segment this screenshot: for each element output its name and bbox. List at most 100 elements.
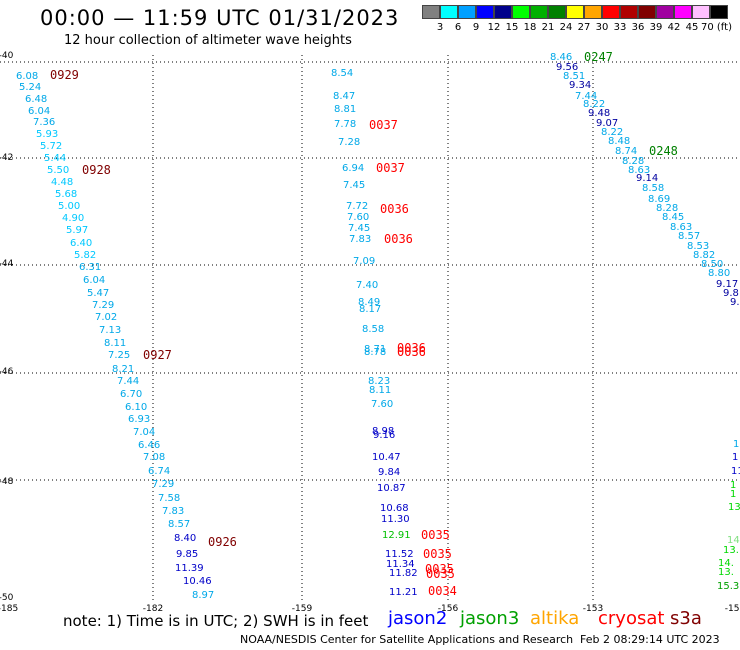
- color-swatch: [422, 5, 440, 19]
- wave-height-value: 11.21: [389, 587, 418, 598]
- wave-height-value: 9.84: [378, 467, 400, 478]
- longitude-label: -185: [0, 604, 18, 614]
- wave-height-value: 8.78: [364, 347, 386, 358]
- pass-time-label: 0248: [649, 144, 678, 158]
- color-scale-label: 30: [595, 22, 609, 33]
- wave-height-value: 7.25: [108, 350, 130, 361]
- wave-readings: 6.085.246.486.047.365.935.725.445.504.48…: [16, 52, 740, 601]
- wave-height-value: 8.49: [358, 297, 380, 308]
- wave-height-value: 10.87: [377, 483, 406, 494]
- longitude-label: -182: [143, 604, 163, 614]
- color-scale-label: 70 (ft): [701, 22, 732, 33]
- wave-height-value: 9.85: [176, 549, 198, 560]
- wave-height-value: 8.51: [563, 71, 585, 82]
- pass-time-label: 0036: [380, 202, 409, 216]
- longitude-label: -159: [292, 604, 313, 614]
- color-scale-label: 36: [631, 22, 645, 33]
- wave-height-value: 5.82: [74, 250, 96, 261]
- map-title: 00:00 — 11:59 UTC 01/31/2023: [40, 6, 400, 30]
- color-scale-label: 39: [649, 22, 663, 33]
- wave-height-value: 8.82: [693, 250, 715, 261]
- pass-time-label: 0036: [384, 232, 413, 246]
- map-subtitle: 12 hour collection of altimeter wave hei…: [64, 33, 352, 48]
- footer-credit: NOAA/NESDIS Center for Satellite Applica…: [240, 633, 574, 646]
- wave-height-value: 9.16: [373, 430, 395, 441]
- color-scale-label: 27: [577, 22, 591, 33]
- longitude-label: -150: [725, 604, 740, 614]
- wave-height-value: 8.22: [583, 99, 605, 110]
- wave-height-value: 7.60: [371, 399, 393, 410]
- wave-height-value: 1: [733, 439, 739, 450]
- legend-altika: altika: [530, 608, 580, 629]
- color-swatch: [440, 5, 458, 19]
- wave-height-value: 5.68: [55, 189, 77, 200]
- latitude-label: -42: [0, 153, 13, 163]
- color-swatch: [692, 5, 710, 19]
- color-swatch: [494, 5, 512, 19]
- color-swatch: [602, 5, 620, 19]
- legend-s3a: s3a: [670, 608, 702, 629]
- wave-height-value: 8.97: [192, 590, 214, 601]
- wave-height-value: 11.30: [381, 514, 410, 525]
- wave-height-value: 7.36: [33, 117, 55, 128]
- color-swatch: [656, 5, 674, 19]
- color-swatch: [638, 5, 656, 19]
- wave-height-value: 11.34: [386, 559, 415, 570]
- wave-height-value: 8.48: [608, 136, 630, 147]
- wave-height-value: 6.40: [70, 238, 92, 249]
- wave-height-value: 8.11: [104, 338, 126, 349]
- color-scale-label: 21: [541, 22, 555, 33]
- wave-height-value: 8.53: [687, 241, 709, 252]
- color-scale-label: 3: [436, 22, 444, 33]
- wave-height-value: 8.47: [333, 91, 355, 102]
- color-scale-label: 15: [505, 22, 519, 33]
- wave-height-value: 5.44: [44, 153, 66, 164]
- color-swatch: [620, 5, 638, 19]
- wave-height-value: 7.45: [343, 180, 365, 191]
- pass-time-label: 0037: [369, 118, 398, 132]
- wave-height-value: 8.28: [622, 156, 644, 167]
- wave-height-value: 6.70: [120, 389, 142, 400]
- color-scale-label: 9: [472, 22, 480, 33]
- wave-height-value: 5.00: [58, 201, 80, 212]
- color-swatch: [512, 5, 530, 19]
- wave-height-value: 8.40: [174, 533, 196, 544]
- wave-height-value: 9.07: [596, 118, 618, 129]
- color-scale-label: 33: [613, 22, 627, 33]
- wave-height-value: 8.28: [656, 203, 678, 214]
- color-scale-label: 12: [487, 22, 501, 33]
- pass-time-label: 0036: [397, 341, 426, 355]
- wave-height-value: 6.93: [128, 414, 150, 425]
- wave-height-value: 8.58: [642, 183, 664, 194]
- wave-height-value: 7.44: [117, 376, 139, 387]
- wave-height-value: 9.56: [556, 62, 578, 73]
- wave-height-value: 1: [732, 452, 738, 463]
- latitude-label: -46: [0, 367, 14, 377]
- wave-height-value: 8.22: [601, 127, 623, 138]
- wave-height-value: 7.29: [152, 479, 174, 490]
- wave-height-value: 5.50: [47, 165, 69, 176]
- wave-height-value: 7.83: [349, 234, 371, 245]
- wave-height-value: 7.28: [338, 137, 360, 148]
- footer-timestamp: Feb 2 08:29:14 UTC 2023: [580, 633, 720, 646]
- wave-height-value: 8.81: [334, 104, 356, 115]
- color-swatch: [584, 5, 602, 19]
- pass-time-label: 0928: [82, 163, 111, 177]
- pass-time-label: 0037: [376, 161, 405, 175]
- wave-height-value: 8.50: [701, 259, 723, 270]
- wave-height-value: 7.04: [133, 427, 155, 438]
- map-grid: [0, 55, 740, 600]
- wave-height-value: 8.21: [112, 364, 134, 375]
- color-scale-label: 18: [523, 22, 537, 33]
- wave-height-value: 11.82: [389, 568, 418, 579]
- wave-height-value: 8.69: [648, 194, 670, 205]
- color-scale-label: 45: [685, 22, 699, 33]
- wave-height-value: 8.80: [708, 268, 730, 279]
- pass-time-label: 0926: [208, 535, 237, 549]
- wave-height-value: 8.54: [331, 68, 353, 79]
- latitude-label: -48: [0, 477, 14, 487]
- wave-height-value: 4.48: [51, 177, 73, 188]
- wave-height-value: 8.63: [670, 222, 692, 233]
- wave-height-value: 8.23: [368, 376, 390, 387]
- wave-height-value: 6.04: [83, 275, 105, 286]
